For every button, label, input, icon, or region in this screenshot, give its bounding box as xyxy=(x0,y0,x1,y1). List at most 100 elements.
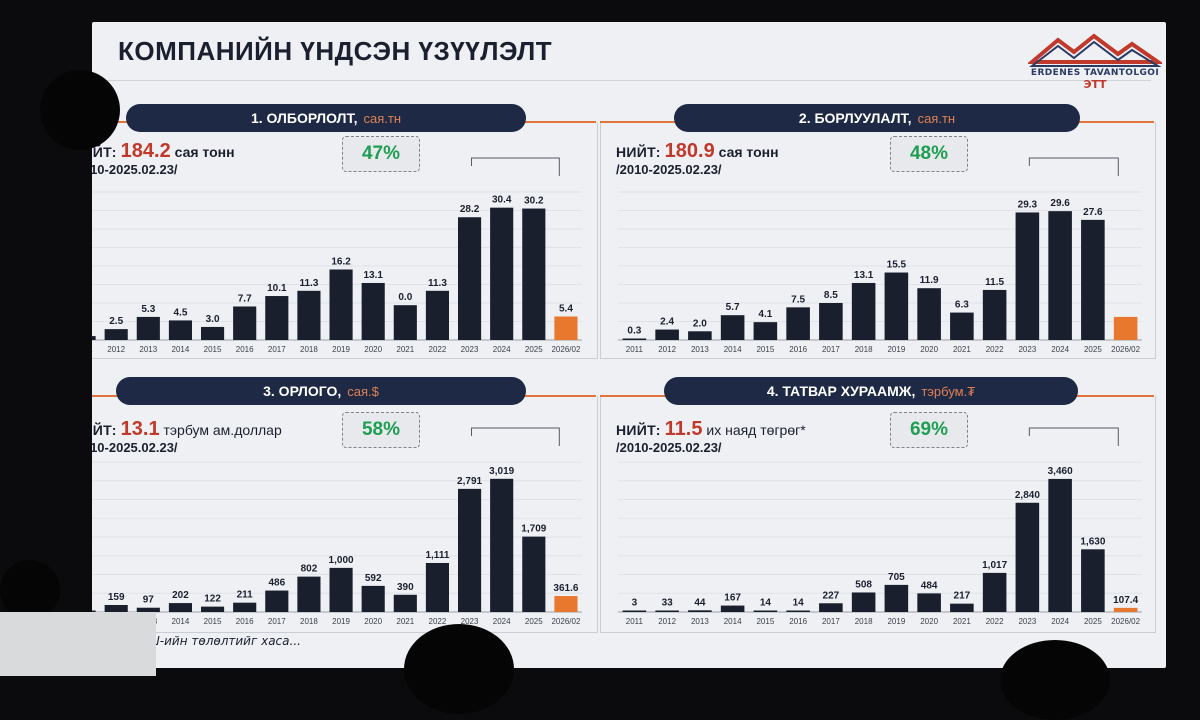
bar xyxy=(457,217,482,340)
x-tick-label: 2013 xyxy=(691,345,709,354)
bar-value-label: 592 xyxy=(365,573,382,584)
bar-value-label: 211 xyxy=(237,590,254,601)
bar xyxy=(688,331,712,340)
x-tick-label: 2024 xyxy=(493,617,511,626)
percent-badge-4: 69% xyxy=(890,412,968,448)
bar-value-label: 390 xyxy=(397,582,414,593)
logo-abbr: ЭТТ xyxy=(1083,78,1107,91)
bar-value-label: 4.5 xyxy=(173,307,187,318)
period-3: /2010-2025.02.23/ xyxy=(92,440,178,455)
panel-title-text: 1. ОЛБОРЛОЛТ, xyxy=(250,110,358,126)
x-tick-label: 2017 xyxy=(822,345,840,354)
bracket-line xyxy=(470,427,560,446)
bar-value-label: 5.4 xyxy=(559,303,573,314)
bar xyxy=(297,576,321,612)
x-tick-label: 2017 xyxy=(822,617,840,626)
total-value: 180.9 xyxy=(664,140,715,162)
bar-value-label: 1,630 xyxy=(1080,536,1105,547)
bar-value-label: 7.5 xyxy=(791,294,805,305)
x-tick-label: 2015 xyxy=(756,345,774,354)
bar xyxy=(200,606,225,612)
panel-unit: сая.$ xyxy=(347,383,379,399)
bar-value-label: 14 xyxy=(760,598,772,609)
bar-value-label: 2.0 xyxy=(693,318,707,329)
bar xyxy=(786,610,810,612)
bar xyxy=(393,305,417,340)
bar-value-label: 2,791 xyxy=(457,476,482,487)
x-tick-label: 2018 xyxy=(855,345,873,354)
bar xyxy=(720,605,745,612)
panel-frame-1 xyxy=(92,122,598,359)
bar-value-label: 11.9 xyxy=(920,275,939,286)
x-tick-label: 2014 xyxy=(724,345,742,354)
bar xyxy=(1048,211,1072,340)
bar-value-label: 30.4 xyxy=(492,195,512,206)
x-tick-label: 2020 xyxy=(920,617,938,626)
audience-head xyxy=(404,624,514,714)
bar xyxy=(884,584,909,612)
x-tick-label: 2014 xyxy=(724,617,742,626)
x-tick-label: 2012 xyxy=(658,345,676,354)
total-label: НИЙТ: xyxy=(616,144,661,160)
x-tick-label: 2020 xyxy=(920,345,938,354)
bar xyxy=(1015,502,1040,612)
panel-frame-2 xyxy=(600,122,1156,359)
bar xyxy=(329,567,353,612)
bar xyxy=(329,269,353,340)
company-logo: ERDENES TAVANTOLGOI ЭТТ xyxy=(1026,32,1165,91)
panel-title-text: 4. ТАТВАР ХУРААМЖ, xyxy=(766,383,916,399)
x-tick-label: 2021 xyxy=(396,617,414,626)
bar xyxy=(490,207,514,340)
total-2: НИЙТ: 180.9 сая тонн xyxy=(616,140,779,163)
panel-frame-3 xyxy=(92,396,598,633)
bar-value-label: 15.5 xyxy=(887,260,907,271)
x-tick-label: 2013 xyxy=(691,617,709,626)
bar xyxy=(982,572,1007,612)
bar-value-label: 6.3 xyxy=(955,300,969,311)
bar-value-label: 7.7 xyxy=(238,293,252,304)
bar xyxy=(168,603,193,612)
panel-title-3: 3. ОРЛОГО, сая.$ xyxy=(116,377,526,405)
audience-head xyxy=(1000,640,1110,720)
total-unit: тэрбум ам.доллар xyxy=(163,422,282,438)
bar xyxy=(457,488,482,612)
x-tick-label: 2013 xyxy=(139,345,157,354)
total-value: 11.5 xyxy=(664,418,703,440)
bar-value-label: 2.4 xyxy=(660,317,674,328)
x-tick-label: 2022 xyxy=(986,617,1004,626)
bar xyxy=(1048,478,1072,612)
bar xyxy=(136,607,160,612)
slide-title: КОМПАНИЙН ҮНДСЭН ҮЗҮҮЛЭЛТ xyxy=(118,36,553,66)
bar-value-label: 167 xyxy=(724,593,741,604)
total-4: НИЙТ: 11.5 их наяд төгрөг* xyxy=(616,418,806,441)
bar xyxy=(265,590,289,612)
chart-taxes: 3 2011 33 2012 44 2013 167 2014 14 2015 14 2016 227 2… xyxy=(618,427,1142,626)
x-tick-label: 2025 xyxy=(525,345,543,354)
panel-title-1: 1. ОЛБОРЛОЛТ, сая.тн xyxy=(126,104,526,132)
bar-value-label: 27.6 xyxy=(1083,207,1103,218)
x-tick-label: 2011 xyxy=(92,345,93,354)
x-tick-label: 2016 xyxy=(789,345,807,354)
x-tick-label: 2015 xyxy=(204,617,222,626)
total-label: НИЙТ: xyxy=(92,144,117,160)
bar xyxy=(819,303,843,340)
x-tick-label: 2022 xyxy=(986,345,1004,354)
bar-value-label: 11.3 xyxy=(428,278,447,289)
panel-unit: сая.тн xyxy=(917,110,956,126)
x-tick-label: 2024 xyxy=(1051,345,1069,354)
bar-value-label: 2,840 xyxy=(1015,490,1040,501)
bar-value-label: 705 xyxy=(888,572,905,583)
bar xyxy=(233,602,257,612)
x-tick-label: 2023 xyxy=(1018,345,1036,354)
bar xyxy=(136,316,160,340)
bar xyxy=(917,288,941,340)
period-4: /2010-2025.02.23/ xyxy=(616,440,722,455)
bar xyxy=(1081,549,1105,612)
x-tick-label: 2018 xyxy=(855,617,873,626)
room-shadow xyxy=(40,70,120,150)
bar-value-label: 4.1 xyxy=(758,309,772,320)
bar-value-label: 3,460 xyxy=(1048,466,1073,477)
bar xyxy=(393,594,417,612)
panel-title-4: 4. ТАТВАР ХУРААМЖ, тэрбум.₮ xyxy=(664,377,1078,405)
x-tick-label: 2019 xyxy=(887,617,905,626)
